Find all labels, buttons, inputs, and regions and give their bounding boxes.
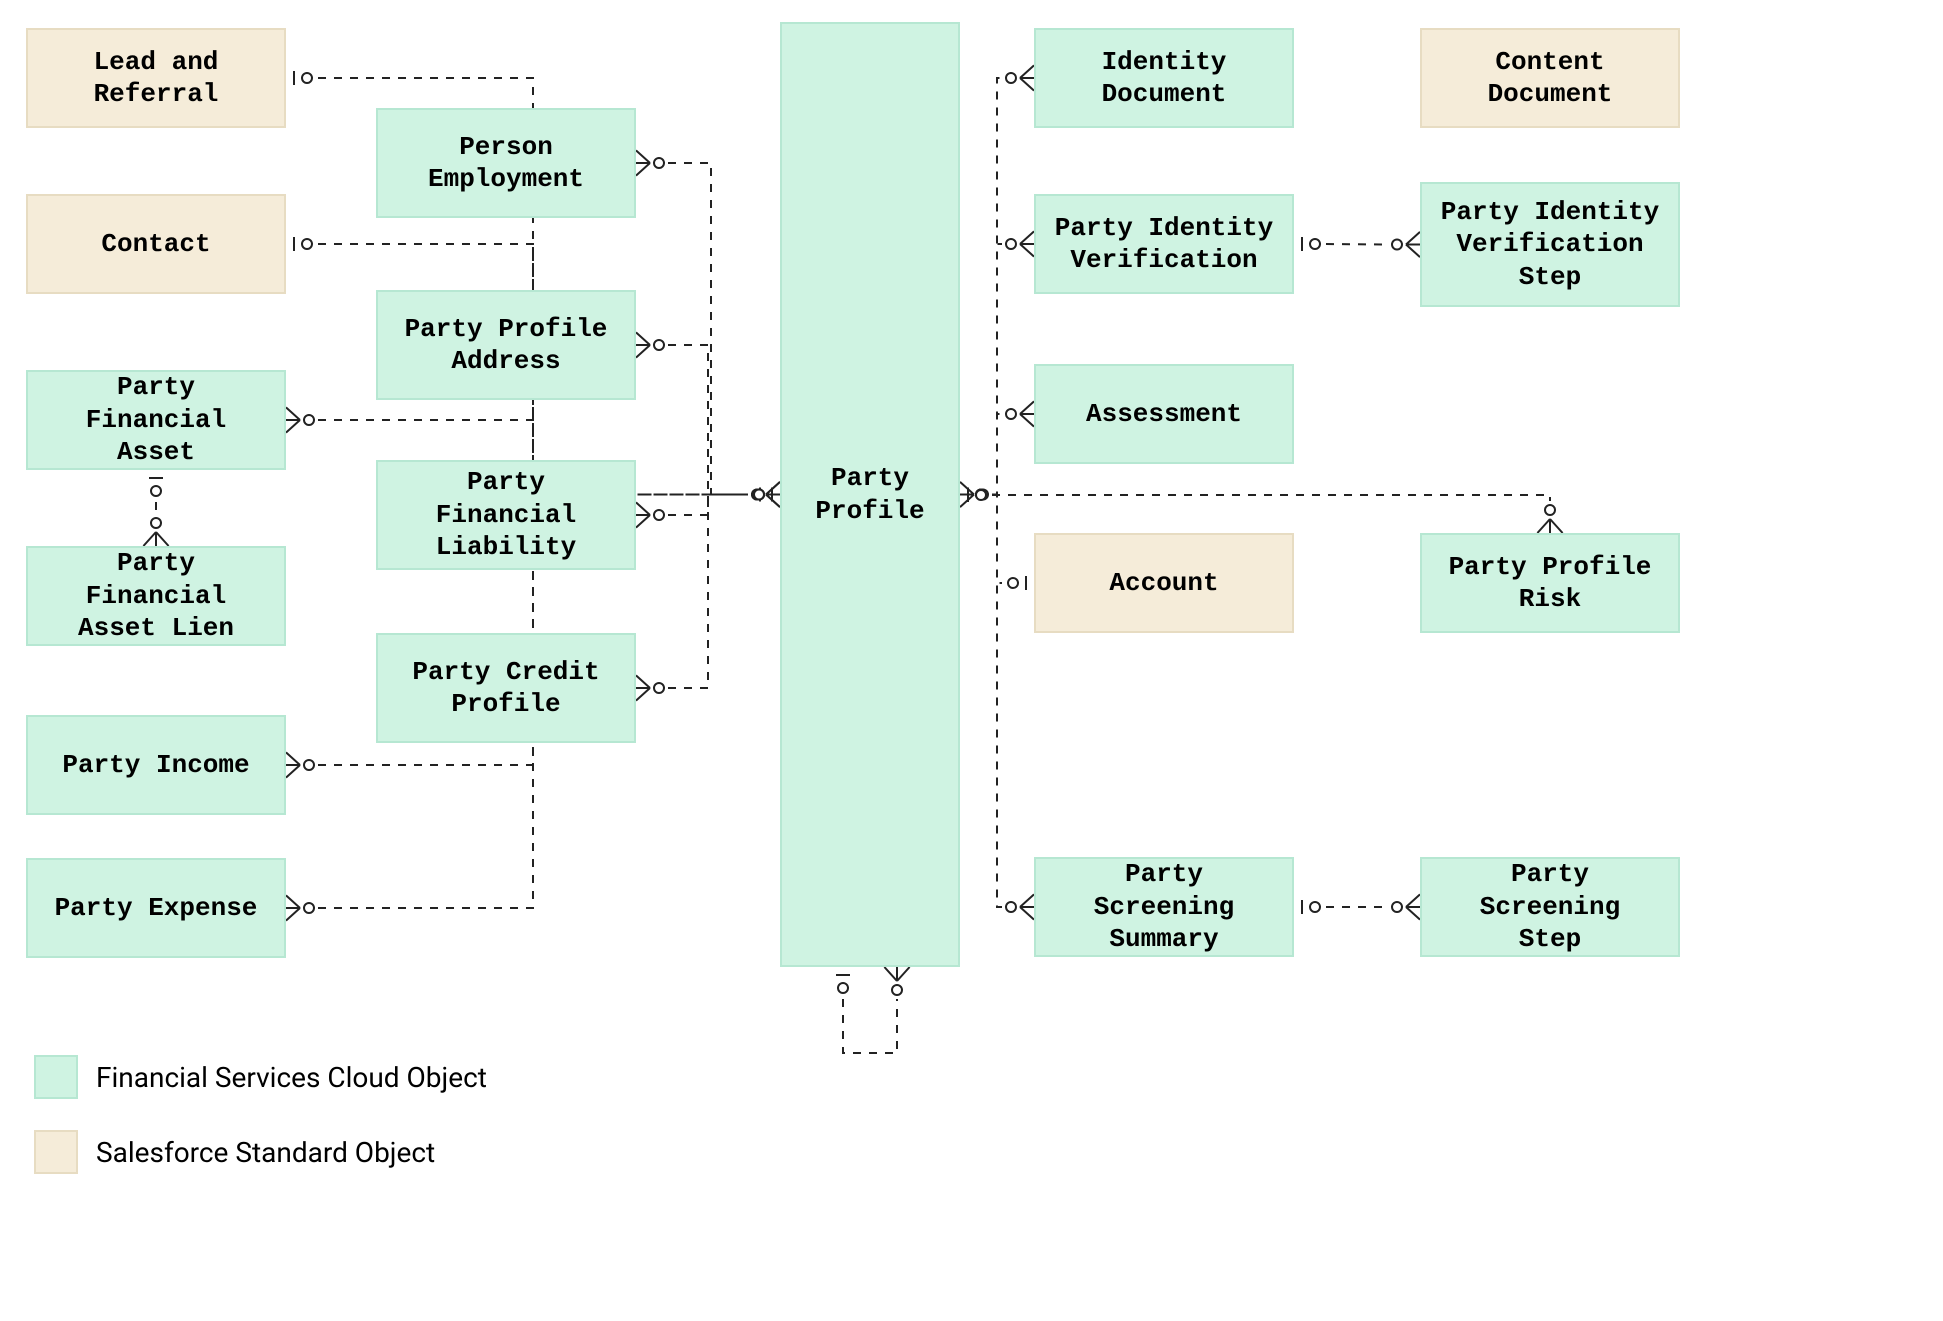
node-pp_id_verif_step: Party Identity Verification Step bbox=[1420, 182, 1680, 307]
node-party_fin_asset: Party Financial Asset bbox=[26, 370, 286, 470]
node-contact: Contact bbox=[26, 194, 286, 294]
legend-swatch-std bbox=[34, 1130, 78, 1174]
node-pp_credit: Party Credit Profile bbox=[376, 633, 636, 743]
node-pp_risk: Party Profile Risk bbox=[1420, 533, 1680, 633]
node-pp_screening_step: Party Screening Step bbox=[1420, 857, 1680, 957]
legend-label-std: Salesforce Standard Object bbox=[96, 1136, 435, 1169]
node-pp_fin_liability: Party Financial Liability bbox=[376, 460, 636, 570]
node-party_income: Party Income bbox=[26, 715, 286, 815]
erd-canvas: Party Profile Lead and Referral Contact Par… bbox=[0, 0, 1943, 1321]
node-account: Account bbox=[1034, 533, 1294, 633]
node-pp_id_verification: Party Identity Verification bbox=[1034, 194, 1294, 294]
legend-label-fsc: Financial Services Cloud Object bbox=[96, 1061, 487, 1094]
node-lead_referral: Lead and Referral bbox=[26, 28, 286, 128]
node-party_profile: Party Profile bbox=[780, 22, 960, 967]
node-identity_doc: Identity Document bbox=[1034, 28, 1294, 128]
node-pp_screening_sum: Party Screening Summary bbox=[1034, 857, 1294, 957]
node-party_expense: Party Expense bbox=[26, 858, 286, 958]
node-person_employment: Person Employment bbox=[376, 108, 636, 218]
legend-swatch-fsc bbox=[34, 1055, 78, 1099]
node-party_fin_asset_lien: Party Financial Asset Lien bbox=[26, 546, 286, 646]
node-assessment: Assessment bbox=[1034, 364, 1294, 464]
node-pp_address: Party Profile Address bbox=[376, 290, 636, 400]
node-content_doc: Content Document bbox=[1420, 28, 1680, 128]
